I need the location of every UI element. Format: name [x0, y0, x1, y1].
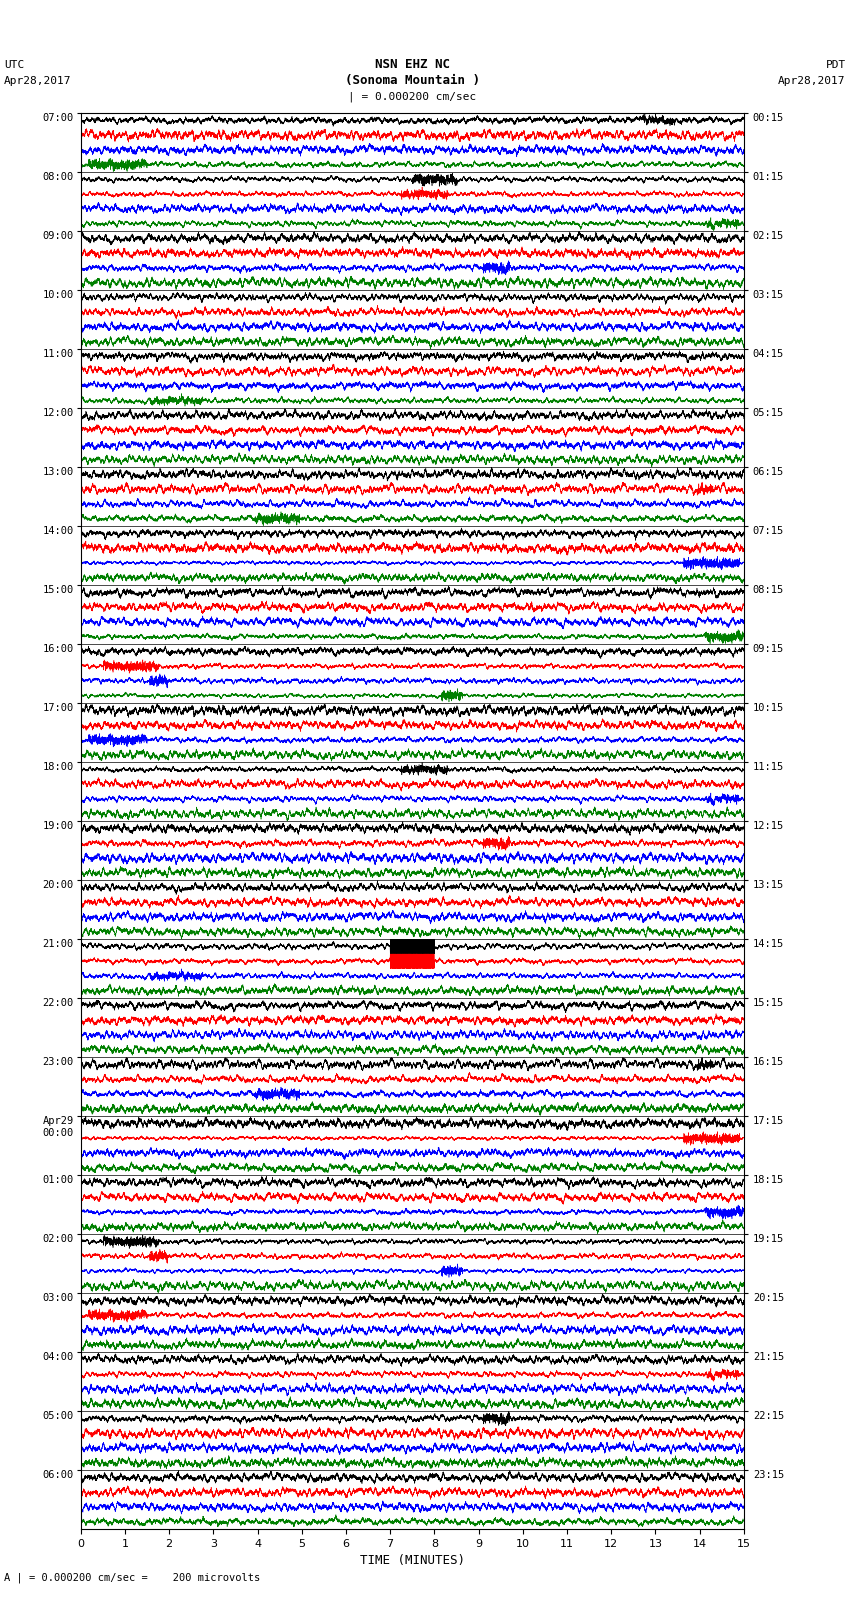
- X-axis label: TIME (MINUTES): TIME (MINUTES): [360, 1555, 465, 1568]
- Text: PDT: PDT: [825, 60, 846, 69]
- Text: (Sonoma Mountain ): (Sonoma Mountain ): [345, 74, 479, 87]
- Text: NSN EHZ NC: NSN EHZ NC: [375, 58, 450, 71]
- Text: A | = 0.000200 cm/sec =    200 microvolts: A | = 0.000200 cm/sec = 200 microvolts: [4, 1573, 260, 1582]
- Text: Apr28,2017: Apr28,2017: [4, 76, 71, 85]
- Text: | = 0.000200 cm/sec: | = 0.000200 cm/sec: [348, 92, 476, 102]
- Text: UTC: UTC: [4, 60, 25, 69]
- Text: Apr28,2017: Apr28,2017: [779, 76, 846, 85]
